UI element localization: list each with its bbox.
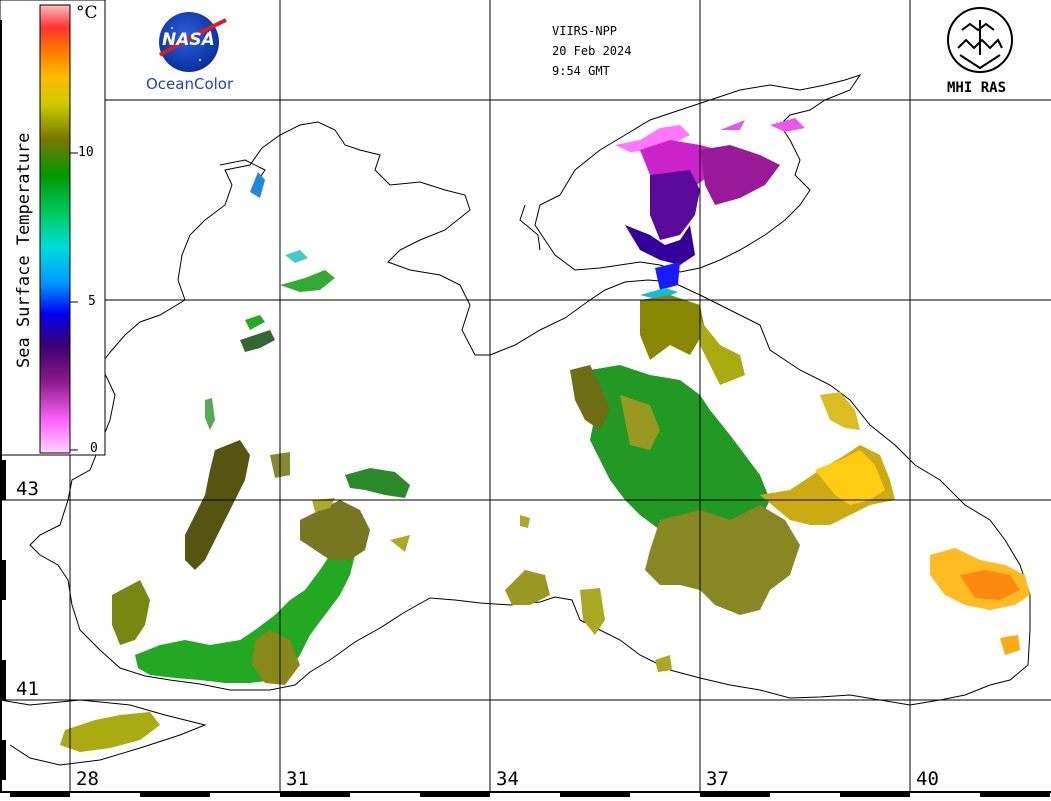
- sst-patches: [60, 118, 1030, 752]
- nasa-logo: [158, 12, 227, 72]
- satellite-sensor: VIIRS-NPP: [552, 24, 618, 38]
- latitude-label-43: 43: [16, 478, 39, 500]
- longitude-label-37: 37: [706, 768, 729, 790]
- colorbar-unit: °C: [76, 3, 98, 23]
- mhi-ras-logo: [947, 7, 1013, 73]
- longitude-label-40: 40: [916, 768, 939, 790]
- mhi-ras-label: MHI RAS: [947, 80, 1007, 96]
- coastline: [0, 74, 1031, 766]
- colorbar-tick-0: 0: [90, 441, 98, 456]
- colorbar-tick-10: 10: [78, 145, 94, 160]
- oceancolor-label: OceanColor: [146, 75, 234, 93]
- longitude-label-31: 31: [286, 768, 309, 790]
- colorbar: [0, 0, 106, 456]
- satellite-time: 9:54 GMT: [552, 64, 610, 78]
- latitude-label-41: 41: [16, 678, 39, 700]
- longitude-label-34: 34: [496, 768, 519, 790]
- satellite-date: 20 Feb 2024: [552, 44, 632, 58]
- colorbar-tick-5: 5: [88, 294, 96, 309]
- nasa-wordmark: NASA: [162, 30, 215, 50]
- longitude-label-28: 28: [76, 768, 99, 790]
- colorbar-title: Sea Surface Temperature: [14, 132, 34, 368]
- edge-ticks: [0, 20, 1051, 797]
